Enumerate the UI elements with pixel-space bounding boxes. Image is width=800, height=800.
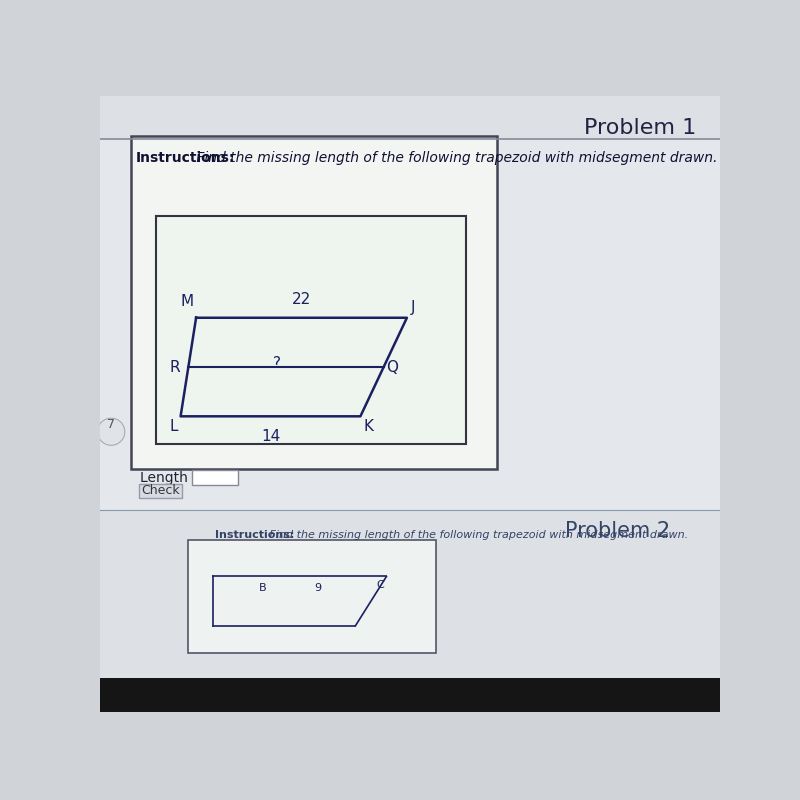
Bar bbox=[156, 216, 466, 444]
Text: J: J bbox=[411, 300, 416, 315]
Bar bbox=[131, 136, 497, 469]
Bar bbox=[100, 96, 720, 140]
Text: K: K bbox=[363, 419, 373, 434]
Text: 22: 22 bbox=[292, 292, 311, 306]
Text: Problem 1: Problem 1 bbox=[584, 118, 696, 138]
Bar bbox=[100, 678, 720, 712]
Bar bbox=[100, 139, 720, 510]
Text: Check: Check bbox=[142, 484, 180, 498]
Text: Length =: Length = bbox=[140, 471, 204, 485]
Text: 7: 7 bbox=[107, 418, 115, 431]
Bar bbox=[192, 470, 238, 486]
Text: 14: 14 bbox=[261, 429, 280, 444]
Bar bbox=[100, 510, 720, 712]
Text: Instructions:: Instructions: bbox=[135, 151, 234, 166]
Text: Instructions:: Instructions: bbox=[214, 530, 294, 540]
Text: Problem 2: Problem 2 bbox=[565, 521, 670, 541]
Text: 9: 9 bbox=[314, 582, 322, 593]
Text: L: L bbox=[170, 419, 178, 434]
Text: B: B bbox=[258, 582, 266, 593]
Bar bbox=[188, 539, 436, 654]
Text: M: M bbox=[180, 294, 194, 309]
Text: Q: Q bbox=[386, 359, 398, 374]
Bar bbox=[139, 484, 182, 498]
Text: R: R bbox=[169, 359, 180, 374]
Text: C: C bbox=[376, 579, 384, 590]
Text: Find the missing length of the following trapezoid with midsegment drawn.: Find the missing length of the following… bbox=[192, 151, 718, 166]
Text: Find the missing length of the following trapezoid with midsegment drawn.: Find the missing length of the following… bbox=[266, 530, 688, 540]
Circle shape bbox=[98, 418, 125, 446]
Text: ?: ? bbox=[273, 357, 281, 371]
